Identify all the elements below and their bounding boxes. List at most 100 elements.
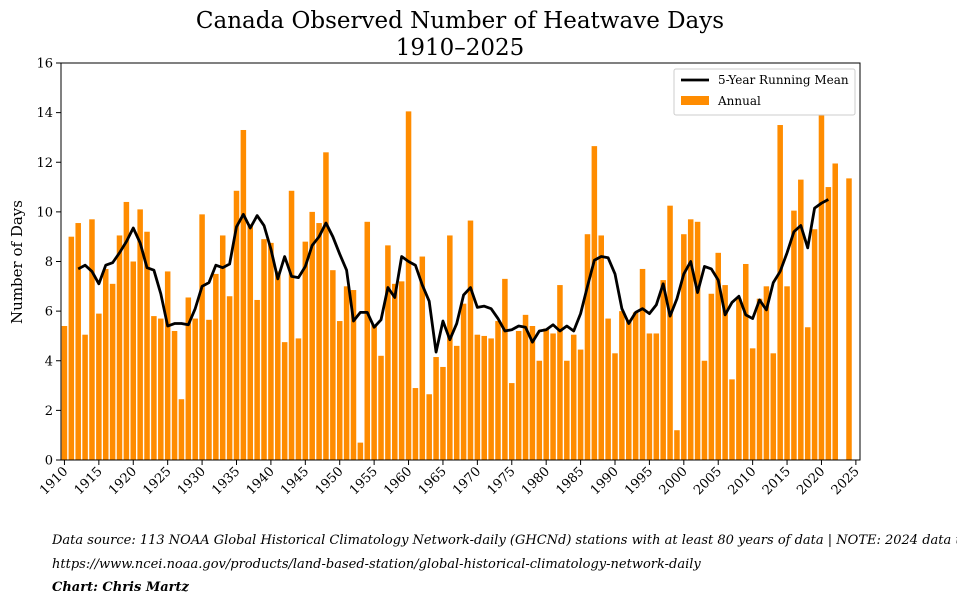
bar-1952 (350, 290, 357, 460)
bar-2024 (846, 178, 852, 460)
bar-1974 (502, 278, 508, 460)
legend-label-annual: Annual (717, 94, 761, 108)
bar-1977 (522, 314, 529, 460)
x-tick-label-1970: 1970 (450, 464, 484, 498)
x-tick-label-2020: 2020 (794, 464, 828, 498)
bar-1923 (151, 316, 157, 460)
bar-1940 (268, 242, 274, 460)
bar-1950 (336, 321, 343, 460)
x-tick-label-1935: 1935 (209, 464, 243, 498)
bar-1946 (309, 211, 315, 461)
legend-bar-swatch (681, 96, 709, 105)
bar-2006 (722, 285, 728, 460)
chart-title-line-1: Canada Observed Number of Heatwave Days (196, 8, 724, 34)
bar-1910 (61, 326, 68, 460)
x-tick-label-1950: 1950 (313, 464, 347, 498)
y-tick-label-10: 10 (36, 205, 53, 220)
bar-2007 (729, 379, 735, 460)
bar-1976 (515, 330, 522, 460)
x-tick-label-1925: 1925 (140, 464, 174, 498)
bar-1992 (626, 319, 632, 460)
y-tick-label-2: 2 (45, 404, 53, 419)
bar-1959 (398, 281, 405, 460)
x-tick-label-1965: 1965 (416, 464, 450, 498)
chart-footer: Data source: 113 NOAA Global Historical … (52, 529, 957, 600)
heatwave-chart: Canada Observed Number of Heatwave Days … (8, 8, 863, 498)
bar-1994 (639, 268, 646, 460)
y-tick-label-14: 14 (36, 106, 53, 121)
bar-1997 (660, 280, 666, 460)
y-tick-label-16: 16 (36, 57, 53, 72)
bar-1919 (123, 201, 130, 460)
bar-1981 (550, 333, 556, 460)
x-tick-label-1985: 1985 (553, 464, 587, 498)
bar-1948 (323, 152, 329, 460)
bar-1957 (385, 245, 391, 460)
bar-1970 (474, 334, 481, 460)
bar-2000 (681, 234, 687, 460)
bar-1929 (192, 318, 198, 460)
bar-2003 (701, 360, 708, 460)
bar-1944 (295, 338, 302, 460)
bar-1914 (89, 219, 95, 460)
bar-1931 (206, 319, 212, 460)
bar-1925 (164, 271, 171, 460)
x-tick-label-1990: 1990 (588, 464, 622, 498)
bar-1986 (584, 234, 591, 460)
bar-2012 (763, 286, 770, 460)
chart-credit: Chart: Chris Martz (52, 580, 189, 595)
bar-1980 (543, 328, 549, 460)
bar-1927 (178, 399, 185, 460)
x-axis-ticks: 1910 1915 1920 1925 1930 1935 1940 1945 1950 1955… (37, 460, 863, 498)
bar-1995 (646, 333, 653, 460)
bar-2017 (798, 179, 804, 460)
x-tick-label-1930: 1930 (175, 464, 209, 498)
bar-1943 (288, 190, 295, 460)
bar-1962 (419, 256, 426, 460)
bar-2020 (818, 89, 825, 461)
x-tick-label-1960: 1960 (381, 464, 415, 498)
bar-2014 (777, 125, 783, 460)
bar-1975 (509, 383, 515, 460)
bar-1954 (364, 221, 371, 460)
y-tick-label-12: 12 (36, 156, 53, 171)
bar-1991 (619, 311, 625, 461)
bar-1982 (557, 285, 563, 460)
y-tick-label-4: 4 (45, 354, 53, 369)
x-tick-label-2015: 2015 (760, 464, 794, 498)
bar-1993 (632, 312, 639, 460)
bar-1971 (481, 335, 487, 460)
bar-1996 (653, 333, 660, 460)
x-tick-label-1975: 1975 (485, 464, 519, 498)
bar-1960 (405, 111, 412, 460)
x-tick-label-2025: 2025 (829, 464, 863, 498)
bar-2005 (715, 252, 721, 460)
bar-1918 (116, 235, 123, 460)
x-tick-label-1945: 1945 (278, 464, 312, 498)
bar-1922 (144, 231, 150, 460)
bar-1989 (605, 318, 611, 460)
bar-2011 (756, 298, 763, 460)
bar-1917 (109, 283, 116, 460)
bar-2016 (791, 210, 797, 460)
bar-1912 (75, 223, 81, 460)
x-tick-label-2005: 2005 (691, 464, 725, 498)
bar-1945 (302, 241, 309, 460)
bar-1935 (233, 190, 240, 460)
bar-1983 (564, 360, 570, 460)
bar-1999 (674, 430, 680, 460)
bar-1966 (447, 235, 453, 460)
bar-1990 (612, 353, 618, 460)
bar-1958 (392, 283, 398, 460)
legend: 5-Year Running Mean Annual (673, 68, 856, 116)
bar-2001 (687, 219, 694, 460)
x-tick-label-1995: 1995 (622, 464, 656, 498)
running-mean-line (77, 198, 830, 354)
x-tick-label-1955: 1955 (347, 464, 381, 498)
bar-1920 (130, 261, 137, 460)
bar-2002 (694, 221, 701, 460)
bar-1937 (247, 224, 254, 460)
bar-2013 (770, 353, 777, 460)
data-source-url: https://www.ncei.noaa.gov/products/land-… (52, 556, 701, 572)
bar-1998 (667, 205, 673, 460)
